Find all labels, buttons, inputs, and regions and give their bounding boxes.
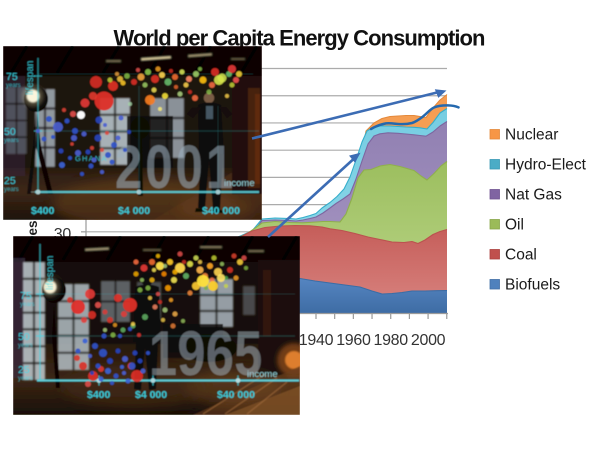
svg-text:75: 75 — [20, 290, 32, 302]
svg-text:income: income — [224, 178, 255, 189]
svg-text:$4 000: $4 000 — [118, 205, 150, 217]
svg-text:$4 000: $4 000 — [135, 389, 167, 401]
svg-text:years: years — [18, 343, 33, 349]
svg-text:Nuclear: Nuclear — [505, 126, 558, 143]
svg-text:25: 25 — [4, 175, 16, 187]
svg-text:income: income — [247, 369, 278, 380]
svg-text:50: 50 — [4, 126, 16, 138]
svg-text:GHANA: GHANA — [75, 154, 108, 163]
svg-text:Hydro-Elect: Hydro-Elect — [505, 156, 587, 173]
svg-text:years: years — [6, 83, 21, 89]
svg-text:1940: 1940 — [299, 332, 334, 349]
svg-text:2000: 2000 — [411, 332, 446, 349]
svg-text:lifespan: lifespan — [45, 256, 56, 290]
svg-text:years: years — [18, 376, 33, 382]
svg-text:$40 000: $40 000 — [202, 205, 240, 217]
svg-text:1960: 1960 — [336, 332, 371, 349]
svg-text:50: 50 — [18, 331, 30, 343]
svg-text:$400: $400 — [31, 205, 55, 217]
svg-text:$40 000: $40 000 — [217, 389, 255, 401]
svg-text:75: 75 — [6, 71, 18, 83]
svg-text:2001: 2001 — [115, 133, 236, 201]
svg-text:Oil: Oil — [505, 216, 524, 233]
svg-text:years: years — [4, 138, 19, 144]
svg-text:Biofuels: Biofuels — [505, 276, 560, 293]
svg-text:lifespan: lifespan — [25, 61, 36, 95]
svg-text:$400: $400 — [87, 389, 111, 401]
svg-text:25: 25 — [18, 364, 30, 376]
svg-text:years: years — [4, 187, 19, 193]
svg-text:es: es — [25, 220, 40, 235]
svg-text:1965: 1965 — [149, 319, 263, 390]
svg-text:Nat Gas: Nat Gas — [505, 186, 562, 203]
svg-text:years: years — [20, 302, 35, 308]
svg-text:1980: 1980 — [373, 332, 408, 349]
svg-text:Coal: Coal — [505, 246, 537, 263]
